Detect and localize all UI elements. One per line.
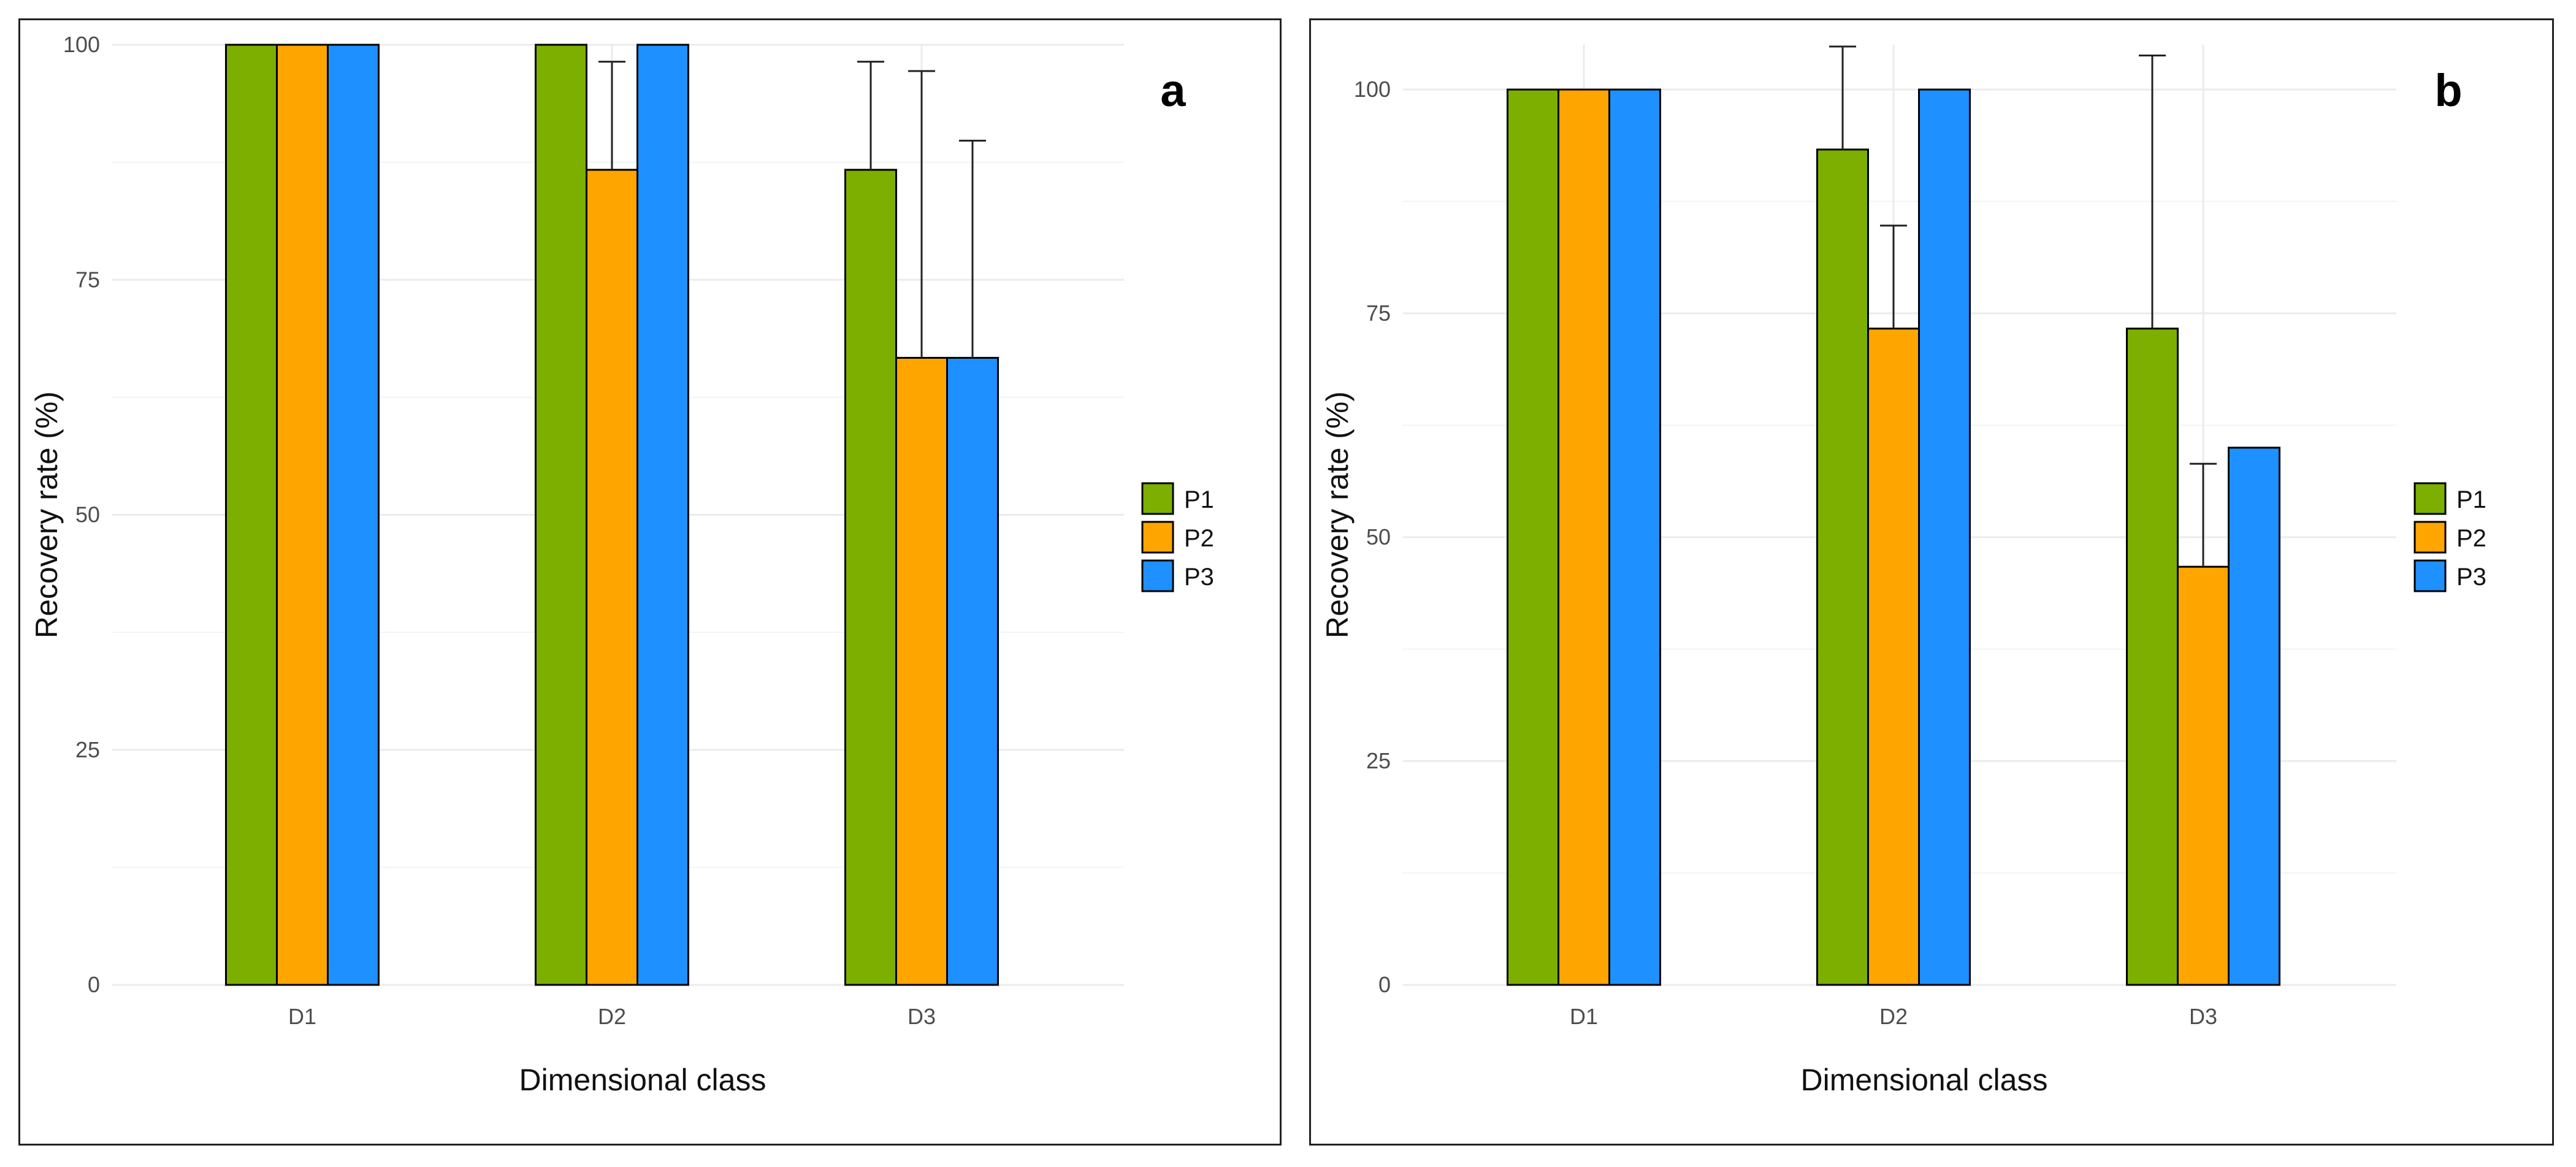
legend-key-p2 — [2414, 521, 2447, 554]
legend-key-p3 — [1141, 559, 1174, 592]
legend-key-p1 — [1141, 482, 1174, 515]
legend-key-p2 — [1141, 521, 1174, 554]
y-tick-label: 25 — [1366, 748, 1391, 773]
bar-p3-d3 — [946, 356, 999, 986]
x-tick-label-d3: D3 — [908, 1004, 936, 1029]
y-tick-label: 50 — [75, 502, 100, 527]
chart-panel-b: 0 25 50 75 100 D1 D2 D3 Dimensional class Recover… — [1309, 18, 2554, 1146]
bar-p1-d3 — [2126, 327, 2179, 986]
chart-b-svg: 0 25 50 75 100 D1 D2 D3 Dimensional class Recover… — [1320, 45, 2486, 1097]
bar-p3-d1 — [327, 44, 380, 986]
legend-label-p2: P2 — [2456, 525, 2486, 552]
x-axis-title: Dimensional class — [519, 1063, 766, 1097]
y-tick-label: 25 — [75, 737, 100, 762]
legend-key-p3 — [2414, 559, 2447, 592]
y-tick-label: 100 — [1354, 77, 1391, 102]
legend-label-p1: P1 — [2456, 486, 2486, 513]
legend: P1 P2 P3 — [2414, 482, 2486, 592]
bar-p2-d3 — [895, 356, 948, 986]
bar-p1-d2 — [1816, 148, 1869, 986]
legend-label-p3: P3 — [1184, 564, 1214, 591]
bar-p2-d1 — [276, 44, 329, 986]
y-tick-label: 75 — [75, 267, 100, 292]
chart-panel-a: 0 25 50 75 100 D1 D2 D3 Dimensional class Recover… — [18, 18, 1282, 1146]
panel-label: b — [2434, 65, 2462, 116]
legend: P1 P2 P3 — [1141, 482, 1214, 592]
bar-p2-d2 — [586, 169, 638, 986]
y-axis-title: Recovery rate (%) — [29, 391, 64, 638]
panel-label: a — [1160, 65, 1186, 116]
y-tick-label: 100 — [63, 32, 100, 57]
x-tick-label-d1: D1 — [288, 1004, 316, 1029]
y-axis-title: Recovery rate (%) — [1320, 391, 1355, 638]
bar-p3-d2 — [636, 44, 689, 986]
y-tick-label: 50 — [1366, 524, 1391, 549]
bar-p1-d2 — [535, 44, 587, 986]
x-tick-label-d2: D2 — [1879, 1004, 1908, 1029]
x-tick-label-d1: D1 — [1570, 1004, 1598, 1029]
bar-p3-d3 — [2228, 446, 2280, 986]
x-tick-label-d2: D2 — [598, 1004, 626, 1029]
x-axis-title: Dimensional class — [1801, 1063, 2048, 1097]
bar-p2-d1 — [1557, 88, 1610, 986]
bar-p2-d2 — [1867, 327, 1920, 986]
chart-a-svg: 0 25 50 75 100 D1 D2 D3 Dimensional class Recover… — [29, 32, 1214, 1097]
y-tick-label: 75 — [1366, 300, 1391, 326]
legend-label-p3: P3 — [2456, 564, 2486, 591]
y-tick-label: 0 — [1378, 972, 1391, 997]
bar-p3-d2 — [1918, 88, 1971, 986]
bar-p1-d3 — [844, 169, 897, 986]
bar-p1-d1 — [225, 44, 278, 986]
bar-p2-d3 — [2177, 565, 2230, 986]
x-tick-label-d3: D3 — [2189, 1004, 2217, 1029]
bar-p1-d1 — [1507, 88, 1559, 986]
legend-label-p1: P1 — [1184, 486, 1214, 513]
y-tick-label: 0 — [88, 972, 100, 997]
bar-p3-d1 — [1608, 88, 1661, 986]
legend-key-p1 — [2414, 482, 2447, 515]
legend-label-p2: P2 — [1184, 525, 1214, 552]
